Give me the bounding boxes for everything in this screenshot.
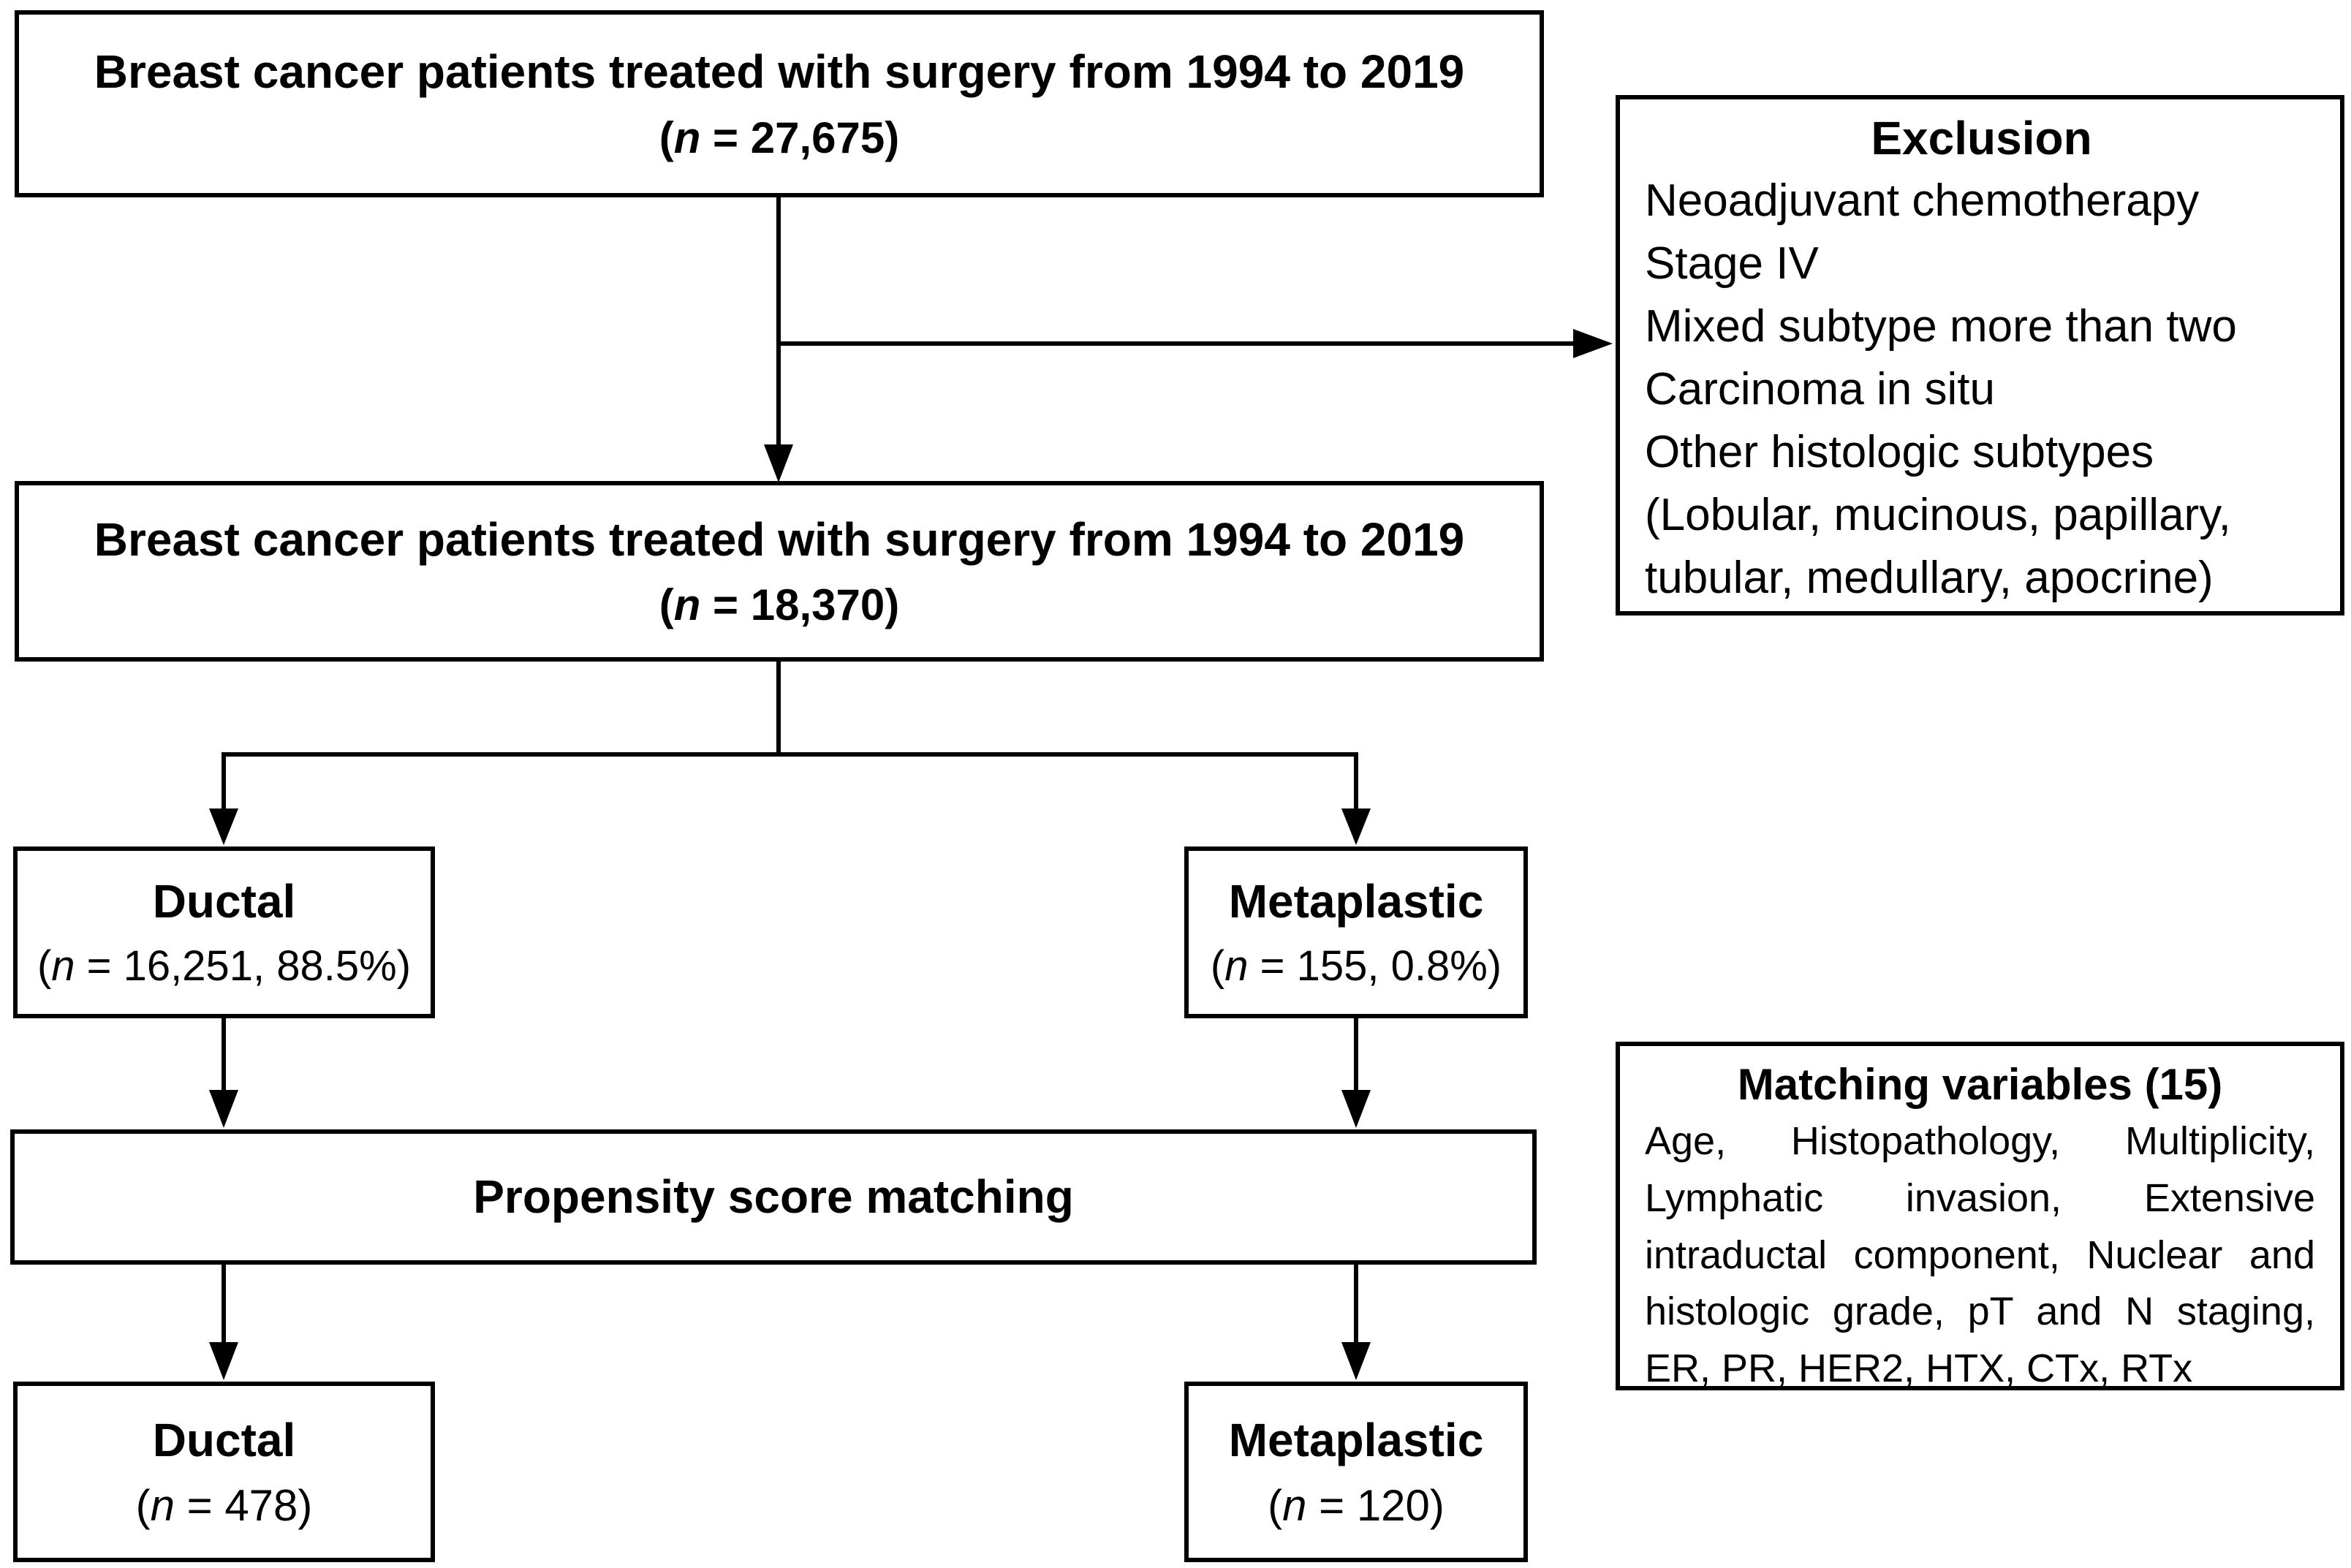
arrowhead-into-psm-right: [1341, 1090, 1371, 1128]
arrowhead-into-metaplastic-post: [1341, 1342, 1371, 1380]
box-cohort-initial: Breast cancer patients treated with surg…: [15, 10, 1544, 197]
exclusion-title: Exclusion: [1871, 112, 2092, 164]
cohort-filtered-n: (n = 18,370): [659, 580, 900, 630]
box-matching-variables: Matching variables (15) Age, Histopathol…: [1616, 1042, 2344, 1390]
box-ductal-post: Ductal (n = 478): [13, 1382, 435, 1562]
psm-title: Propensity score matching: [473, 1170, 1074, 1224]
box-propensity-score-matching: Propensity score matching: [10, 1129, 1537, 1265]
exclusion-item: (Lobular, mucinous, papillary,: [1645, 489, 2231, 540]
arrowhead-into-filtered: [764, 444, 793, 482]
box-metaplastic-pre: Metaplastic (n = 155, 0.8%): [1184, 847, 1528, 1018]
arrowhead-into-ductal-pre: [209, 808, 238, 845]
cohort-initial-title: Breast cancer patients treated with surg…: [94, 45, 1465, 99]
exclusion-item: Neoadjuvant chemotherapy: [1645, 175, 2200, 227]
exclusion-item: Carcinoma in situ: [1645, 363, 1995, 414]
metaplastic-pre-n: (n = 155, 0.8%): [1210, 942, 1502, 990]
arrowhead-into-metaplastic-pre: [1341, 808, 1371, 845]
box-cohort-filtered: Breast cancer patients treated with surg…: [15, 481, 1544, 662]
arrowhead-into-ductal-post: [209, 1342, 238, 1380]
ductal-pre-n: (n = 16,251, 88.5%): [37, 942, 412, 990]
cohort-initial-n: (n = 27,675): [659, 113, 900, 162]
exclusion-item: Stage IV: [1645, 238, 1819, 289]
metaplastic-pre-title: Metaplastic: [1228, 875, 1484, 928]
exclusion-item: Mixed subtype more than two: [1645, 301, 2237, 352]
arrowhead-into-exclusion: [1573, 329, 1613, 358]
box-exclusion: Exclusion Neoadjuvant chemotherapy Stage…: [1616, 95, 2344, 616]
metaplastic-post-n: (n = 120): [1268, 1481, 1445, 1531]
metaplastic-post-title: Metaplastic: [1228, 1413, 1484, 1466]
matching-variables-title: Matching variables (15): [1737, 1060, 2223, 1109]
ductal-post-n: (n = 478): [135, 1481, 313, 1531]
cohort-filtered-title: Breast cancer patients treated with surg…: [94, 512, 1465, 566]
ductal-post-title: Ductal: [152, 1413, 296, 1466]
ductal-pre-title: Ductal: [152, 875, 296, 928]
arrowhead-into-psm-left: [209, 1090, 238, 1128]
box-ductal-pre: Ductal (n = 16,251, 88.5%): [13, 847, 435, 1018]
matching-variables-body: Age, Histopathology, Multiplicity, Lymph…: [1645, 1119, 2315, 1390]
exclusion-item: Other histologic subtypes: [1645, 426, 2154, 477]
exclusion-item: tubular, medullary, apocrine): [1645, 552, 2214, 603]
box-metaplastic-post: Metaplastic (n = 120): [1184, 1382, 1528, 1562]
